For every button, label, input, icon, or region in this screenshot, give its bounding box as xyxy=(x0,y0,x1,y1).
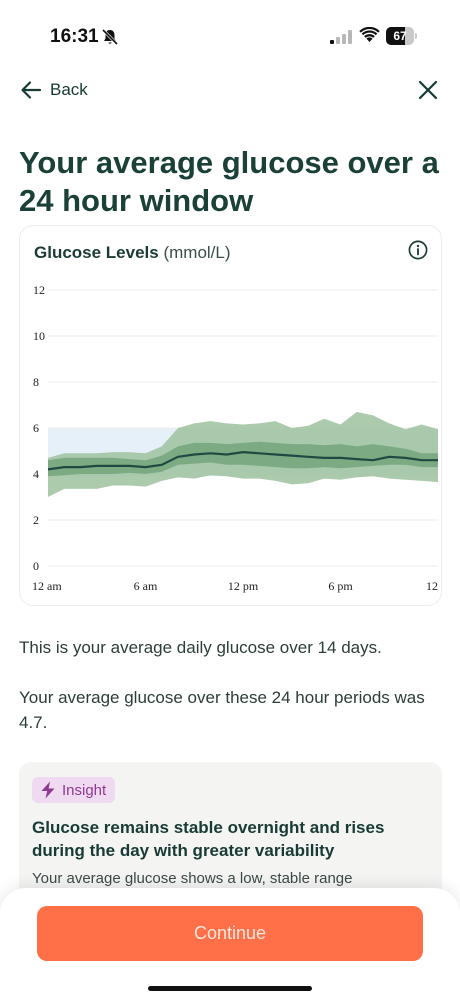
bottom-action-sheet: Continue xyxy=(0,888,460,1000)
continue-label: Continue xyxy=(193,923,267,943)
battery-indicator: 67 xyxy=(386,27,417,45)
x-tick-label: 12 am xyxy=(32,579,62,593)
x-tick-label: 6 pm xyxy=(328,579,353,593)
battery-fill xyxy=(386,27,405,45)
y-tick-label: 0 xyxy=(33,559,39,573)
y-tick-label: 12 xyxy=(33,283,45,297)
summary-text-2: Your average glucose over these 24 hour … xyxy=(19,688,425,732)
summary-text-1: This is your average daily glucose over … xyxy=(19,638,382,657)
nav-bar: Back xyxy=(0,70,460,110)
battery-level: 67 xyxy=(393,29,407,43)
status-bar: 16:31 67 xyxy=(0,0,460,60)
y-tick-label: 10 xyxy=(33,329,45,343)
insight-badge-label: Insight xyxy=(62,781,107,799)
glucose-chart: 0 2 4 6 8 10 12 12 am 6 am 12 pm 6 pm 12 xyxy=(32,283,438,593)
x-tick-label: 12 pm xyxy=(228,579,259,593)
y-tick-label: 8 xyxy=(33,375,39,389)
median-line xyxy=(47,451,438,471)
x-tick-label: 12 xyxy=(426,579,438,593)
chart-unit: (mmol/L) xyxy=(163,243,231,262)
y-tick-label: 4 xyxy=(33,467,39,481)
chart-title: Glucose Levels (mmol/L) xyxy=(34,243,231,263)
back-label: Back xyxy=(50,80,88,99)
wifi-icon xyxy=(359,27,380,42)
x-tick-label: 6 am xyxy=(134,579,158,593)
back-button[interactable]: Back xyxy=(20,78,88,102)
insight-badge: Insight xyxy=(32,777,116,803)
lightning-bolt-icon xyxy=(41,781,55,799)
continue-button[interactable]: Continue xyxy=(37,906,423,961)
chart-title-text: Glucose Levels xyxy=(34,243,159,262)
y-tick-label: 2 xyxy=(33,513,39,527)
home-indicator xyxy=(148,986,312,991)
insight-body: Your average glucose shows a low, stable… xyxy=(32,870,353,887)
insight-heading: Glucose remains stable overnight and ris… xyxy=(32,818,385,860)
page-title: Your average glucose over a 24 hour wind… xyxy=(19,145,439,218)
y-tick-label: 6 xyxy=(33,421,39,435)
close-icon[interactable] xyxy=(416,78,440,102)
bell-slash-icon xyxy=(101,28,119,46)
info-icon[interactable] xyxy=(408,240,428,260)
arrow-left-icon xyxy=(21,81,42,99)
chart-card: Glucose Levels (mmol/L) 0 2 4 6 8 10 12 12 am 6 … xyxy=(19,225,442,606)
signal-icon xyxy=(330,30,352,44)
status-time: 16:31 xyxy=(50,26,99,47)
